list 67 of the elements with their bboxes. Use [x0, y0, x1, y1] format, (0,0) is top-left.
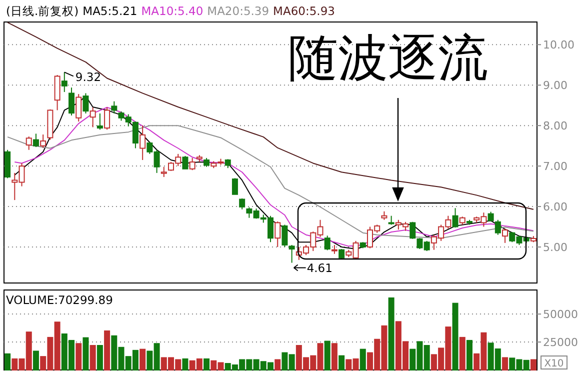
candlestick: [282, 224, 288, 248]
annotation: 9.32: [75, 70, 102, 84]
y-tick-label: 25000: [543, 336, 578, 350]
candlestick: [410, 221, 416, 240]
bar: [204, 358, 210, 370]
text: MA60:5.93: [273, 4, 335, 18]
candlestick: [494, 219, 501, 236]
line-series: [7, 125, 534, 239]
bar: [82, 337, 89, 370]
bar: [459, 336, 466, 370]
y-tick-label: 10.00: [543, 38, 574, 52]
candlestick: [232, 178, 238, 195]
bar: [76, 343, 82, 370]
y-tick-label: 9.00: [543, 79, 568, 92]
candlestick: [452, 208, 458, 228]
bar: [32, 350, 39, 370]
chart-title: (日线.前复权): [6, 4, 79, 18]
candlestick: [82, 92, 89, 114]
y-tick-label: 6.00: [543, 200, 568, 214]
bar: [182, 358, 188, 370]
candlestick: [40, 134, 46, 148]
bar: [274, 359, 281, 370]
candlestick: [140, 125, 146, 160]
bar: [140, 348, 146, 370]
candlestick: [90, 106, 96, 128]
candlestick: [160, 166, 167, 178]
text: MA10:5.40: [141, 4, 204, 18]
bar: [4, 353, 11, 370]
candlestick: [26, 136, 32, 150]
bar: [530, 359, 536, 370]
annotation: 4.61: [306, 260, 332, 275]
bar: [502, 357, 508, 370]
y-tick-label: 7.00: [543, 160, 568, 174]
bar: [90, 344, 96, 370]
candlestick: [32, 133, 39, 148]
candlestick: [274, 220, 281, 248]
bar: [338, 355, 345, 370]
candlestick: [189, 157, 196, 171]
y-tick-label: 5.00: [543, 240, 568, 254]
text: MA20:5.39: [207, 4, 270, 18]
y-tick-label: 8.00: [543, 120, 568, 133]
bar: [452, 302, 458, 370]
bar: [324, 340, 330, 370]
bar: [466, 340, 472, 370]
candlestick: [76, 94, 82, 122]
candlestick: [502, 228, 508, 244]
bar: [388, 297, 394, 370]
candlestick: [96, 112, 103, 130]
annotation: 随波逐流: [288, 30, 488, 86]
candlestick: [182, 155, 188, 170]
chart-title: VOLUME:70299.89: [6, 293, 113, 307]
bar: [360, 348, 366, 370]
candlestick: [288, 244, 295, 264]
bar: [331, 343, 338, 370]
candlestick: [104, 106, 110, 130]
text: X10: [544, 358, 564, 370]
candlestick: [68, 87, 75, 116]
candlestick: [61, 72, 68, 93]
bar: [96, 344, 103, 370]
y-tick-label: 50000: [543, 308, 578, 322]
candlestick: [111, 100, 118, 114]
text: MA5:5.21: [82, 4, 138, 18]
candlestick: [54, 74, 60, 111]
line-series: [7, 22, 534, 210]
candlestick: [324, 235, 330, 251]
candlestick: [488, 211, 494, 222]
bar: [104, 330, 110, 370]
